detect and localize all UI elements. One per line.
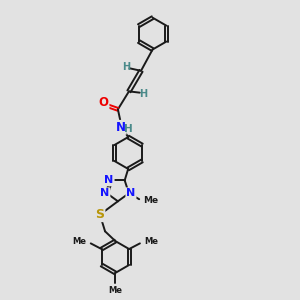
Text: H: H [124,124,133,134]
Text: Me: Me [143,196,159,205]
Text: S: S [95,208,104,221]
Text: N: N [126,188,136,198]
Text: N: N [100,188,110,198]
Text: O: O [98,96,109,109]
Text: N: N [116,121,126,134]
Text: Me: Me [108,286,122,295]
Text: N: N [104,176,114,185]
Text: Me: Me [73,237,87,246]
Text: Me: Me [144,237,158,246]
Text: H: H [139,89,147,99]
Text: H: H [122,62,130,72]
